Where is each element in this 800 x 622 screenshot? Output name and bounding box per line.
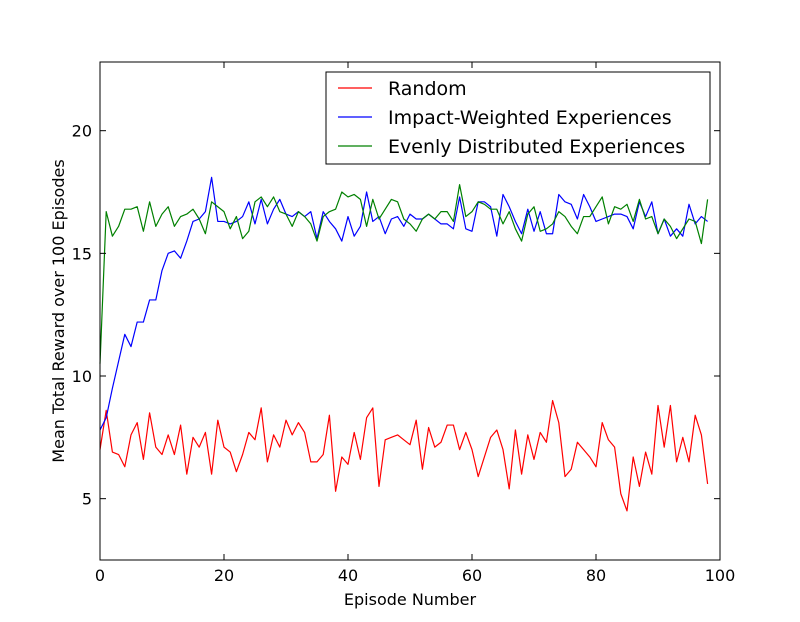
- legend-box: [325, 71, 711, 165]
- x-tick-label: 40: [338, 566, 358, 585]
- legend-label-2: Evenly Distributed Experiences: [388, 136, 685, 158]
- x-axis-title: Episode Number: [344, 590, 477, 609]
- y-tick-label: 10: [72, 367, 92, 386]
- legend: Random Impact-Weighted Experiences Evenly …: [325, 71, 711, 165]
- legend-label-1: Impact-Weighted Experiences: [388, 107, 672, 129]
- y-tick-label: 15: [72, 244, 92, 263]
- x-tick-label: 60: [462, 566, 482, 585]
- y-tick-label: 5: [82, 490, 92, 509]
- y-axis-title: Mean Total Reward over 100 Episodes: [49, 159, 68, 462]
- legend-label-0: Random: [388, 78, 467, 100]
- x-tick-label: 80: [586, 566, 606, 585]
- series-2-line: [99, 184, 709, 364]
- series-layer: [99, 176, 709, 512]
- x-tick-label: 100: [705, 566, 736, 585]
- x-tick-label: 0: [95, 566, 105, 585]
- y-tick-label: 20: [72, 122, 92, 141]
- series-0-line: [99, 399, 709, 512]
- plot-frame: [99, 61, 721, 561]
- x-tick-label: 20: [214, 566, 234, 585]
- tick-layer: 0 20 40 60 80 100 5 10 15 20: [72, 62, 736, 585]
